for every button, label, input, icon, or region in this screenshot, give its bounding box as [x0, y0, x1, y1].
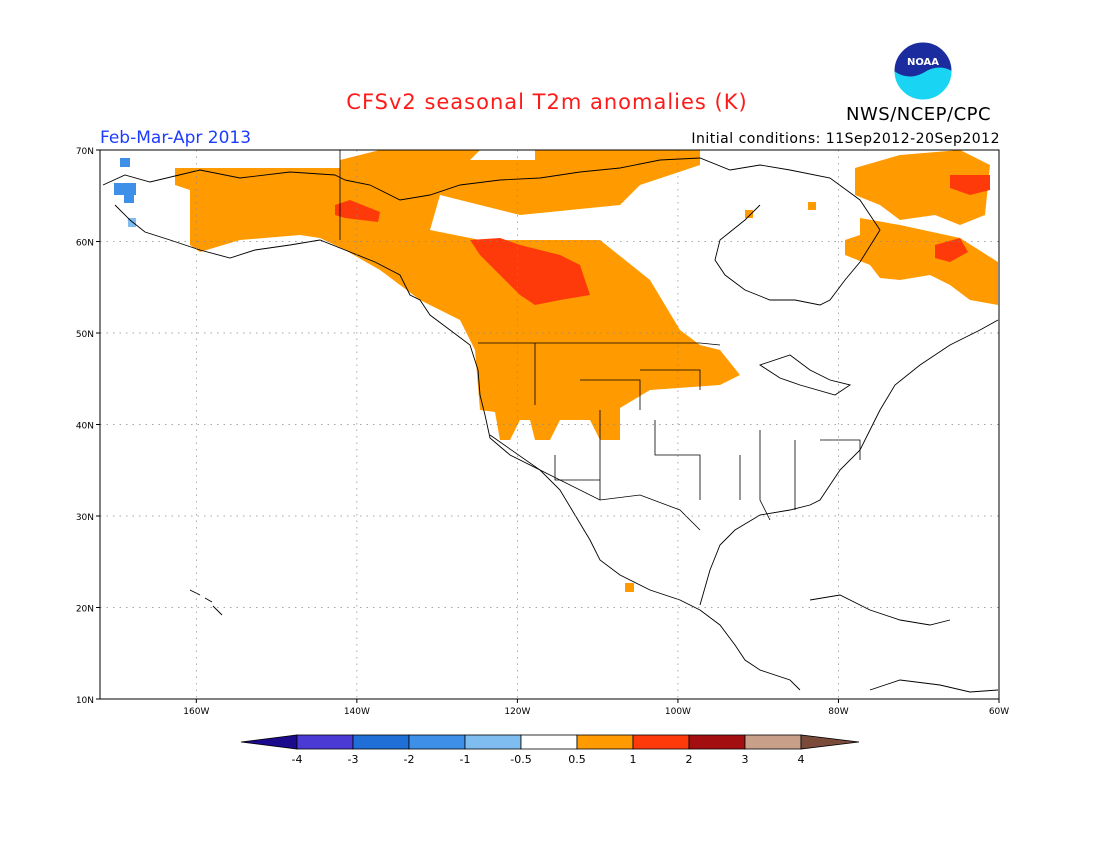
- lon-label: 160W: [183, 707, 209, 717]
- colorbar-segment: [744, 734, 802, 750]
- initial-conditions-label: Initial conditions: 11Sep2012-20Sep2012: [691, 131, 1000, 147]
- colorbar-label: 2: [686, 753, 693, 766]
- strong-warm-anomaly-region: [335, 175, 990, 305]
- colorbar-label: -0.5: [510, 753, 531, 766]
- colorbar-label: -1: [460, 753, 471, 766]
- graticule: [100, 150, 999, 699]
- colorbar-label: 1: [630, 753, 637, 766]
- period-label: Feb-Mar-Apr 2013: [100, 128, 252, 148]
- warm-anomaly-region: [175, 150, 998, 592]
- colorbar-label: 3: [742, 753, 749, 766]
- colorbar-segment: [576, 734, 634, 750]
- logo-text: NOAA: [907, 57, 939, 68]
- colorbar-label: -4: [292, 753, 303, 766]
- colorbar-label: 4: [798, 753, 805, 766]
- lat-label: 20N: [76, 605, 94, 615]
- colorbar-label: -2: [404, 753, 415, 766]
- colorbar-segment: [464, 734, 522, 750]
- colorbar-segment: [296, 734, 354, 750]
- colorbar-segment: [688, 734, 746, 750]
- noaa-logo: NOAA: [893, 41, 953, 101]
- weak-cold-anomaly-region: [128, 218, 136, 227]
- colorbar-segment: [632, 734, 690, 750]
- longitude-labels: 160W 140W 120W 100W 80W 60W: [183, 699, 1009, 717]
- colorbar-segment: [520, 734, 578, 750]
- colorbar-arrow-left: [240, 734, 298, 750]
- cold-anomaly-region: [114, 158, 136, 203]
- coastlines: [102, 157, 999, 693]
- lon-label: 120W: [504, 707, 530, 717]
- agency-label: NWS/NCEP/CPC: [846, 104, 992, 125]
- colorbar-segment: [352, 734, 410, 750]
- lat-label: 60N: [76, 239, 94, 249]
- lon-label: 60W: [989, 707, 1009, 717]
- colorbar-label: -3: [348, 753, 359, 766]
- color-scale-bar: -4 -3 -2 -1 -0.5 0.5 1 2 3 4: [240, 734, 860, 766]
- political-boundaries: [339, 150, 861, 531]
- colorbar-segment: [408, 734, 466, 750]
- lat-label: 70N: [76, 147, 94, 157]
- lon-label: 140W: [344, 707, 370, 717]
- colorbar-label: 0.5: [568, 753, 586, 766]
- lat-label: 30N: [76, 513, 94, 523]
- colorbar-arrow-right: [800, 734, 860, 750]
- lon-label: 80W: [828, 707, 848, 717]
- map-title: CFSv2 seasonal T2m anomalies (K): [346, 90, 748, 114]
- lat-label: 40N: [76, 422, 94, 432]
- lat-label: 50N: [76, 330, 94, 340]
- lat-label: 10N: [76, 696, 94, 706]
- latitude-labels: 70N 60N 50N 40N 30N 20N 10N: [76, 147, 100, 706]
- lon-label: 100W: [665, 707, 691, 717]
